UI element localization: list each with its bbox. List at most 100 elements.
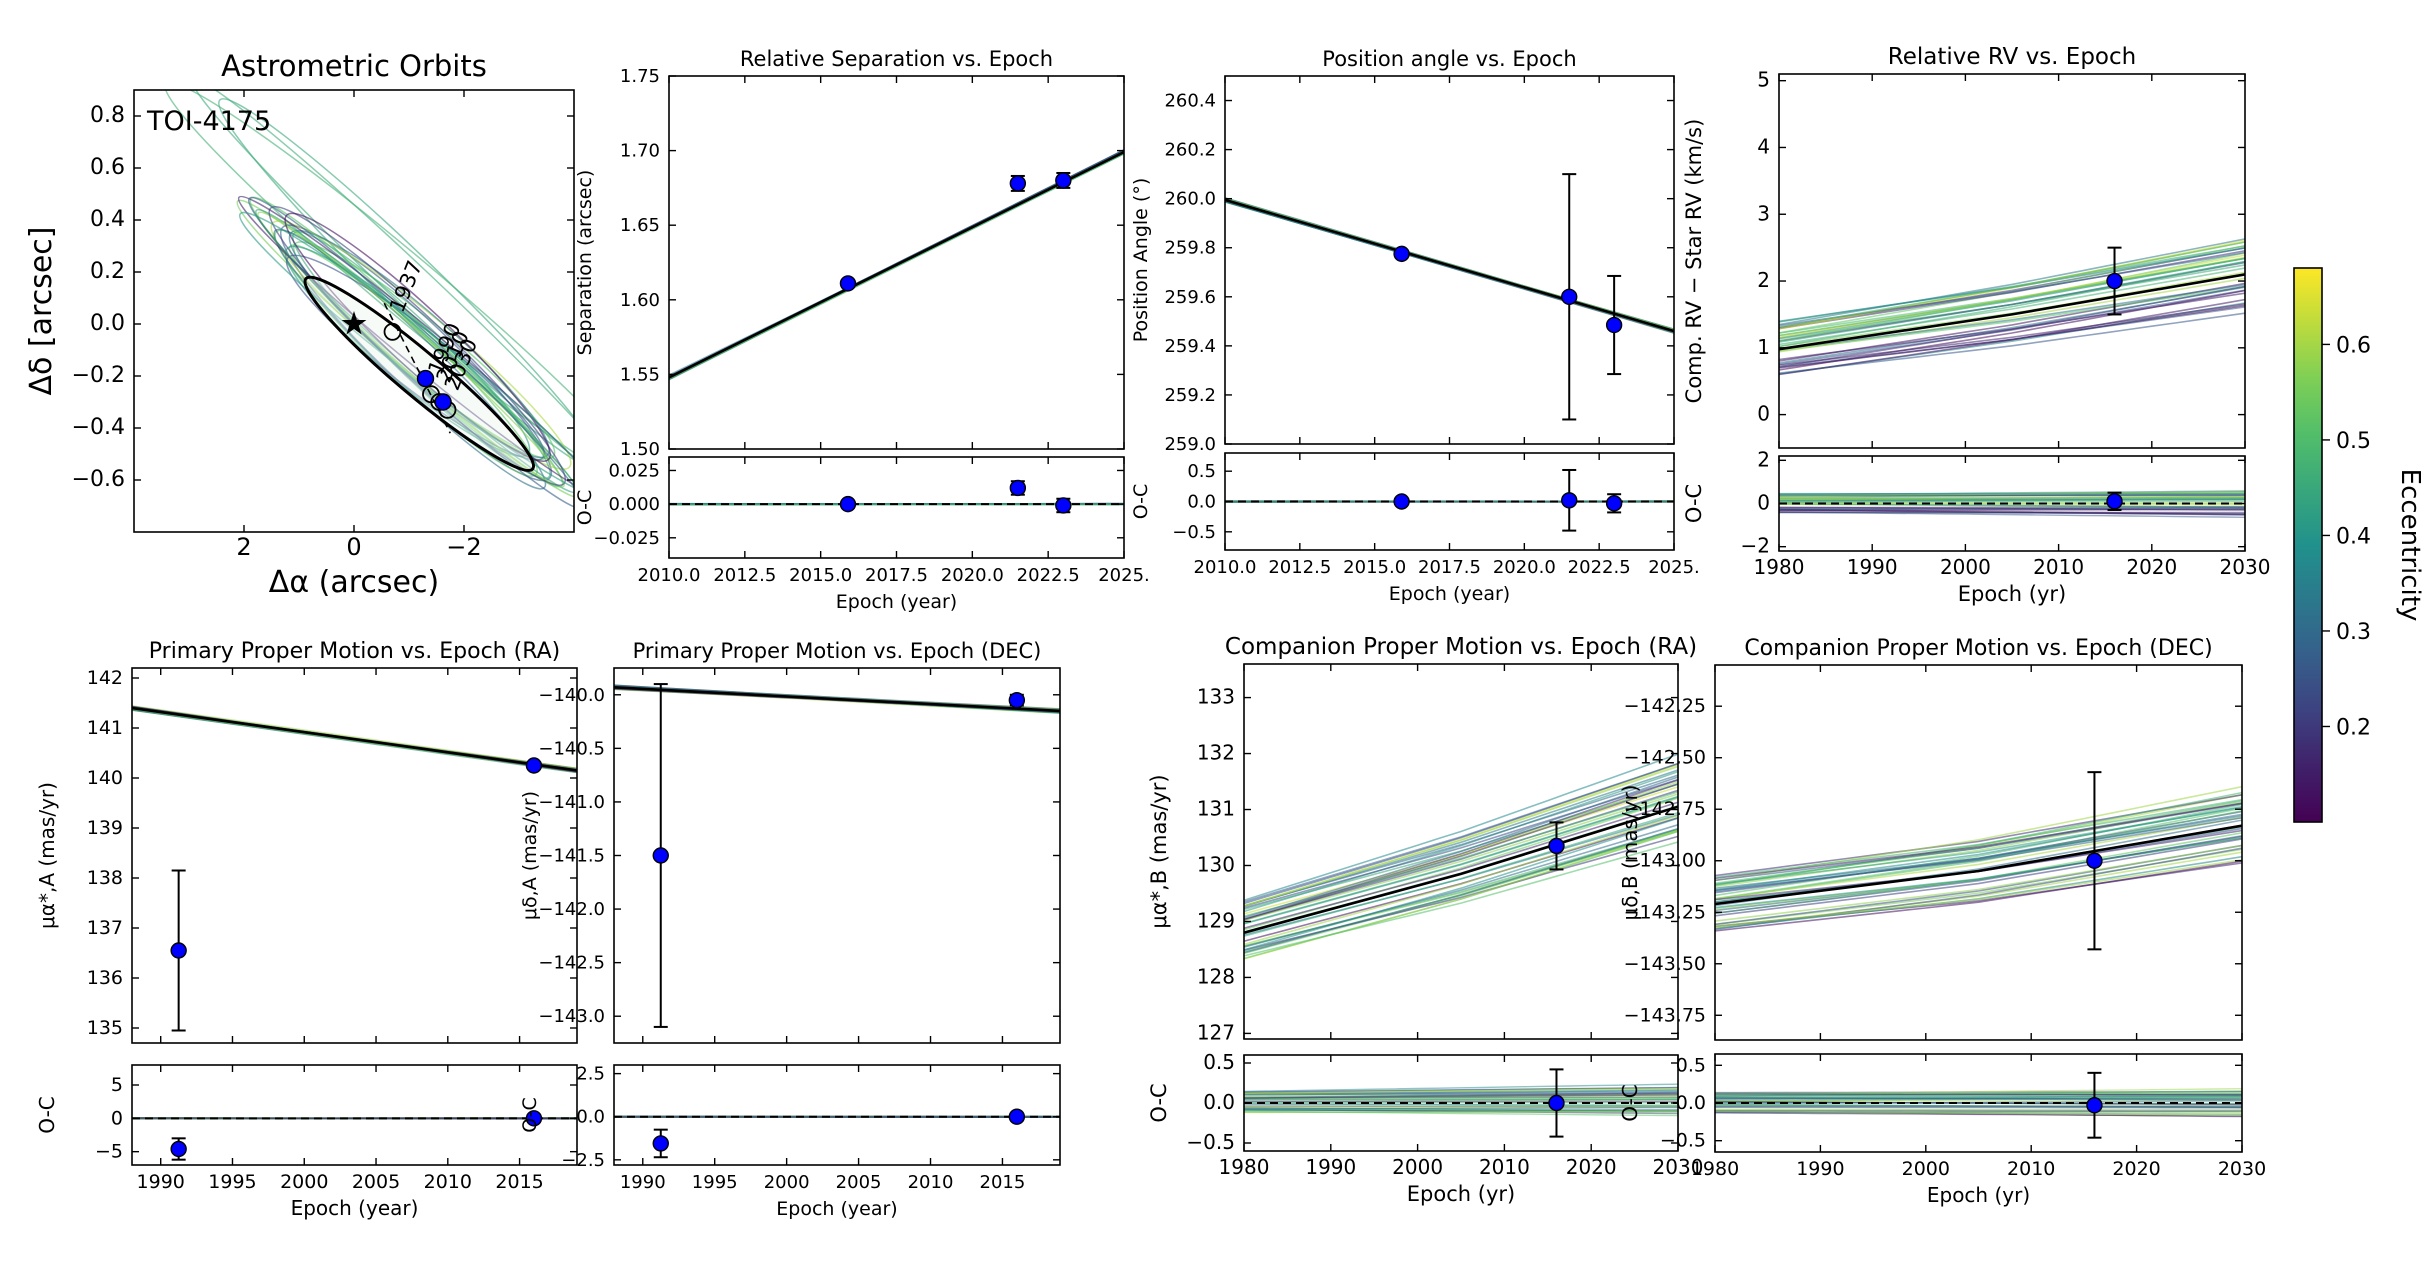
y-ticklabel: 5 — [1757, 68, 1770, 92]
x-ticklabel: 2010 — [2007, 1158, 2055, 1180]
panel-pmdec_a: −143.0 −142.5 −142.0 −141.5 −141.0 −140.5 −140… — [519, 639, 1061, 1220]
host-star-marker — [341, 311, 367, 335]
posterior-line — [1779, 257, 2245, 337]
x-ticklabel: 2030 — [2220, 555, 2271, 579]
posterior-residual-line — [1244, 1107, 1678, 1111]
x-ticklabel: 2010.0 — [1194, 557, 1257, 578]
x-axis-label: Epoch (year) — [836, 591, 957, 613]
residual-y-ticklabel: 0.0 — [1203, 1090, 1235, 1114]
residual-point — [1055, 497, 1072, 514]
y-ticklabel: −141.5 — [538, 846, 605, 867]
posterior-line — [1779, 312, 2245, 374]
y-ticklabel: 1.50 — [620, 439, 660, 460]
y-axis-label: μα*,B (mas/yr) — [1147, 774, 1171, 928]
y-ticklabel: −140.5 — [538, 738, 605, 759]
y-ticklabel: −0.2 — [72, 363, 125, 388]
panel-title: Primary Proper Motion vs. Epoch (RA) — [149, 639, 560, 664]
residual-y-ticklabel: 0.0 — [576, 1107, 605, 1128]
posterior-line — [1244, 824, 1678, 948]
posterior-line — [1715, 807, 2242, 900]
posterior-residual-line — [1244, 1110, 1678, 1117]
x-axis-label: Epoch (year) — [291, 1196, 419, 1220]
posterior-residual-line — [1244, 1087, 1678, 1095]
y-ticklabel: 141 — [87, 717, 123, 739]
residual-y-ticklabel: −0.5 — [1172, 522, 1216, 543]
posterior-line — [1244, 841, 1678, 957]
y-ticklabel: 259.6 — [1164, 287, 1216, 308]
observed-position — [416, 369, 435, 388]
residual-y-ticklabel: 0.025 — [608, 460, 660, 481]
posterior-residual-lines — [1715, 1088, 2242, 1118]
posterior-line — [1779, 241, 2245, 328]
posterior-residual-line — [1715, 1095, 2242, 1097]
x-ticklabel: 1990 — [1305, 1155, 1356, 1179]
x-ticklabel: 2000 — [1940, 555, 1991, 579]
y-ticklabel: −142.25 — [1624, 695, 1706, 717]
x-ticklabel: 2010.0 — [638, 565, 701, 586]
x-ticklabel: 2010 — [2033, 555, 2084, 579]
posterior-line — [1244, 779, 1678, 920]
posterior-line — [1779, 303, 2245, 366]
y-ticklabel: 139 — [87, 817, 123, 839]
posterior-residual-line — [1779, 491, 2245, 497]
x-ticklabel: 2017.5 — [1418, 557, 1481, 578]
panel-pmra_b: 127 128 129 130 131 132 133 1980 1990 2000 2010 202… — [1147, 634, 1703, 1206]
x-ticklabel: 2012.5 — [1268, 557, 1331, 578]
colorbar-ticklabel: 0.3 — [2336, 620, 2371, 645]
y-ticklabel: −143.25 — [1624, 901, 1706, 923]
y-ticklabel: 259.2 — [1164, 385, 1216, 406]
best-fit-line — [132, 706, 577, 772]
posterior-line — [1715, 844, 2242, 922]
posterior-line — [1715, 798, 2242, 878]
x-axis-label: Δα (arcsec) — [269, 565, 439, 600]
panel-rv: 0 1 2 3 4 5 1980 1990 2000 2010 2020 2030 −2 0 2 Relati… — [1682, 44, 2270, 606]
posterior-residual-line — [1244, 1083, 1678, 1093]
data-point — [1561, 288, 1578, 305]
y-ticklabel: 140 — [87, 767, 123, 789]
posterior-line — [1715, 817, 2242, 892]
posterior-line — [1779, 260, 2245, 348]
x-ticklabel: 1995 — [208, 1171, 256, 1193]
y-ticklabel: −0.6 — [72, 467, 125, 492]
posterior-lines — [132, 705, 577, 774]
posterior-line — [614, 685, 1060, 710]
best-fit-line — [1244, 805, 1678, 934]
colorbar: 0.2 0.3 0.4 0.5 0.6 Eccentricity — [2293, 267, 2425, 823]
axes-frame — [613, 667, 1061, 1044]
posterior-residual-lines — [1244, 1083, 1678, 1117]
data-point — [525, 757, 543, 774]
posterior-residual-line — [1244, 1109, 1678, 1112]
y-ticklabel: 259.4 — [1164, 336, 1216, 357]
orbit-ellipse — [268, 205, 567, 487]
y-ticklabel: 0 — [1757, 402, 1770, 426]
panel-pa: 259.0 259.2 259.4 259.6 259.8 260.0 260.2 260.4… — [1130, 47, 1700, 605]
data-point — [1393, 245, 1410, 263]
y-ticklabel: −142.0 — [538, 899, 605, 920]
residual-y-ticklabel: −0.5 — [1660, 1130, 1706, 1152]
axes-frame — [668, 75, 1125, 450]
x-axis-label: Epoch (yr) — [1927, 1183, 2030, 1207]
posterior-line — [132, 705, 577, 770]
y-axis-label: Comp. RV − Star RV (km/s) — [1682, 119, 1706, 404]
posterior-residual-line — [1779, 509, 2245, 516]
y-ticklabel: −143.50 — [1624, 953, 1706, 975]
orbit-ellipse — [257, 211, 565, 488]
residual-y-ticklabel: 0 — [111, 1107, 123, 1129]
x-ticklabel: 2010 — [1479, 1155, 1530, 1179]
x-ticklabel: 1990 — [1796, 1158, 1844, 1180]
x-axis-label: Epoch (year) — [776, 1198, 897, 1220]
y-ticklabel: 0.2 — [90, 259, 125, 284]
residual-y-ticklabel: −2 — [1741, 534, 1770, 558]
x-ticklabel: 1995 — [692, 1172, 738, 1193]
y-ticklabel: 1 — [1757, 335, 1770, 359]
axes-frame — [1224, 75, 1675, 445]
residual-y-ticklabel: 0.0 — [1187, 492, 1216, 513]
residual-axis-label: O-C — [1682, 484, 1706, 523]
residual-y-ticklabel: 5 — [111, 1074, 123, 1096]
x-ticklabel: 2000 — [280, 1171, 328, 1193]
panel-title: Position angle vs. Epoch — [1322, 47, 1576, 71]
residual-point — [1393, 493, 1410, 510]
posterior-residual-line — [1715, 1097, 2242, 1101]
x-ticklabel: 2017.5 — [865, 565, 928, 586]
y-ticklabel: 1.75 — [620, 66, 660, 87]
